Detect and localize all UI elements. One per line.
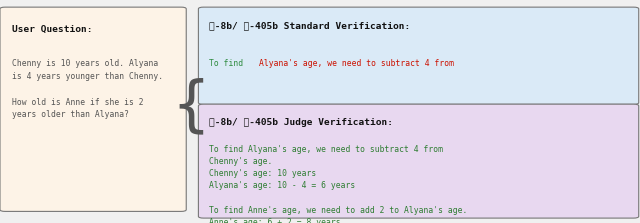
FancyBboxPatch shape [198,7,639,104]
Text: To find: To find [209,59,248,68]
Text: User Question:: User Question: [12,25,92,33]
Text: To find Alyana's age, we need to subtract 4 from
Chenny's age.
Chenny's age: 10 : To find Alyana's age, we need to subtrac… [209,145,467,223]
Text: 🦙-8b/ 🦙-405b Judge Verification:: 🦙-8b/ 🦙-405b Judge Verification: [209,118,393,127]
Text: Chenny is 10 years old. Alyana
is 4 years younger than Chenny.

How old is Anne : Chenny is 10 years old. Alyana is 4 year… [12,59,163,120]
Text: Alyana's age, we need to subtract 4 from: Alyana's age, we need to subtract 4 from [259,59,454,68]
FancyBboxPatch shape [198,104,639,218]
Text: {: { [172,78,210,136]
Text: 🦙-8b/ 🦙-405b Standard Verification:: 🦙-8b/ 🦙-405b Standard Verification: [209,21,410,30]
FancyBboxPatch shape [0,7,186,211]
